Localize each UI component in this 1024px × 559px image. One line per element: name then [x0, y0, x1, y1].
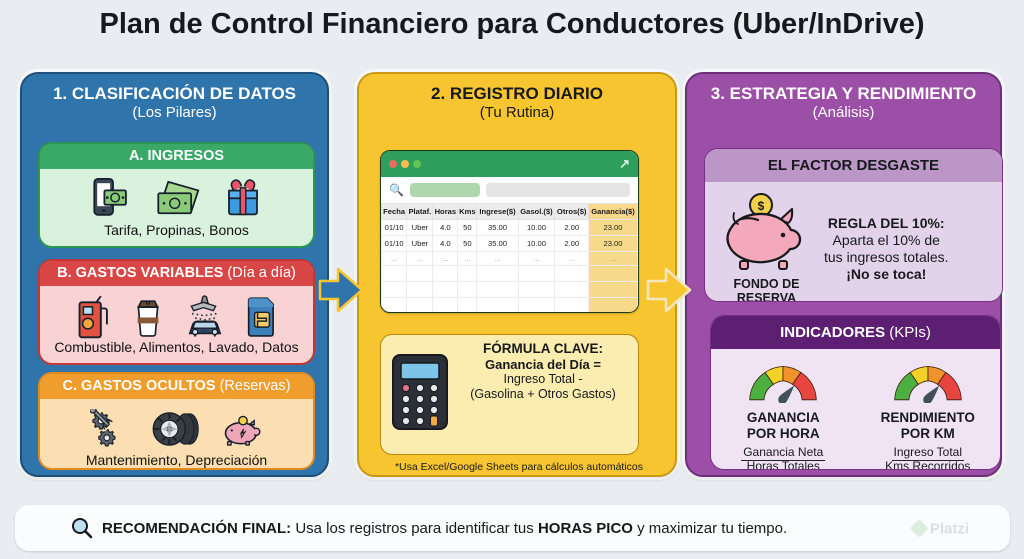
svg-text:Platzi: Platzi	[930, 521, 969, 538]
svg-text:$: $	[757, 199, 764, 213]
